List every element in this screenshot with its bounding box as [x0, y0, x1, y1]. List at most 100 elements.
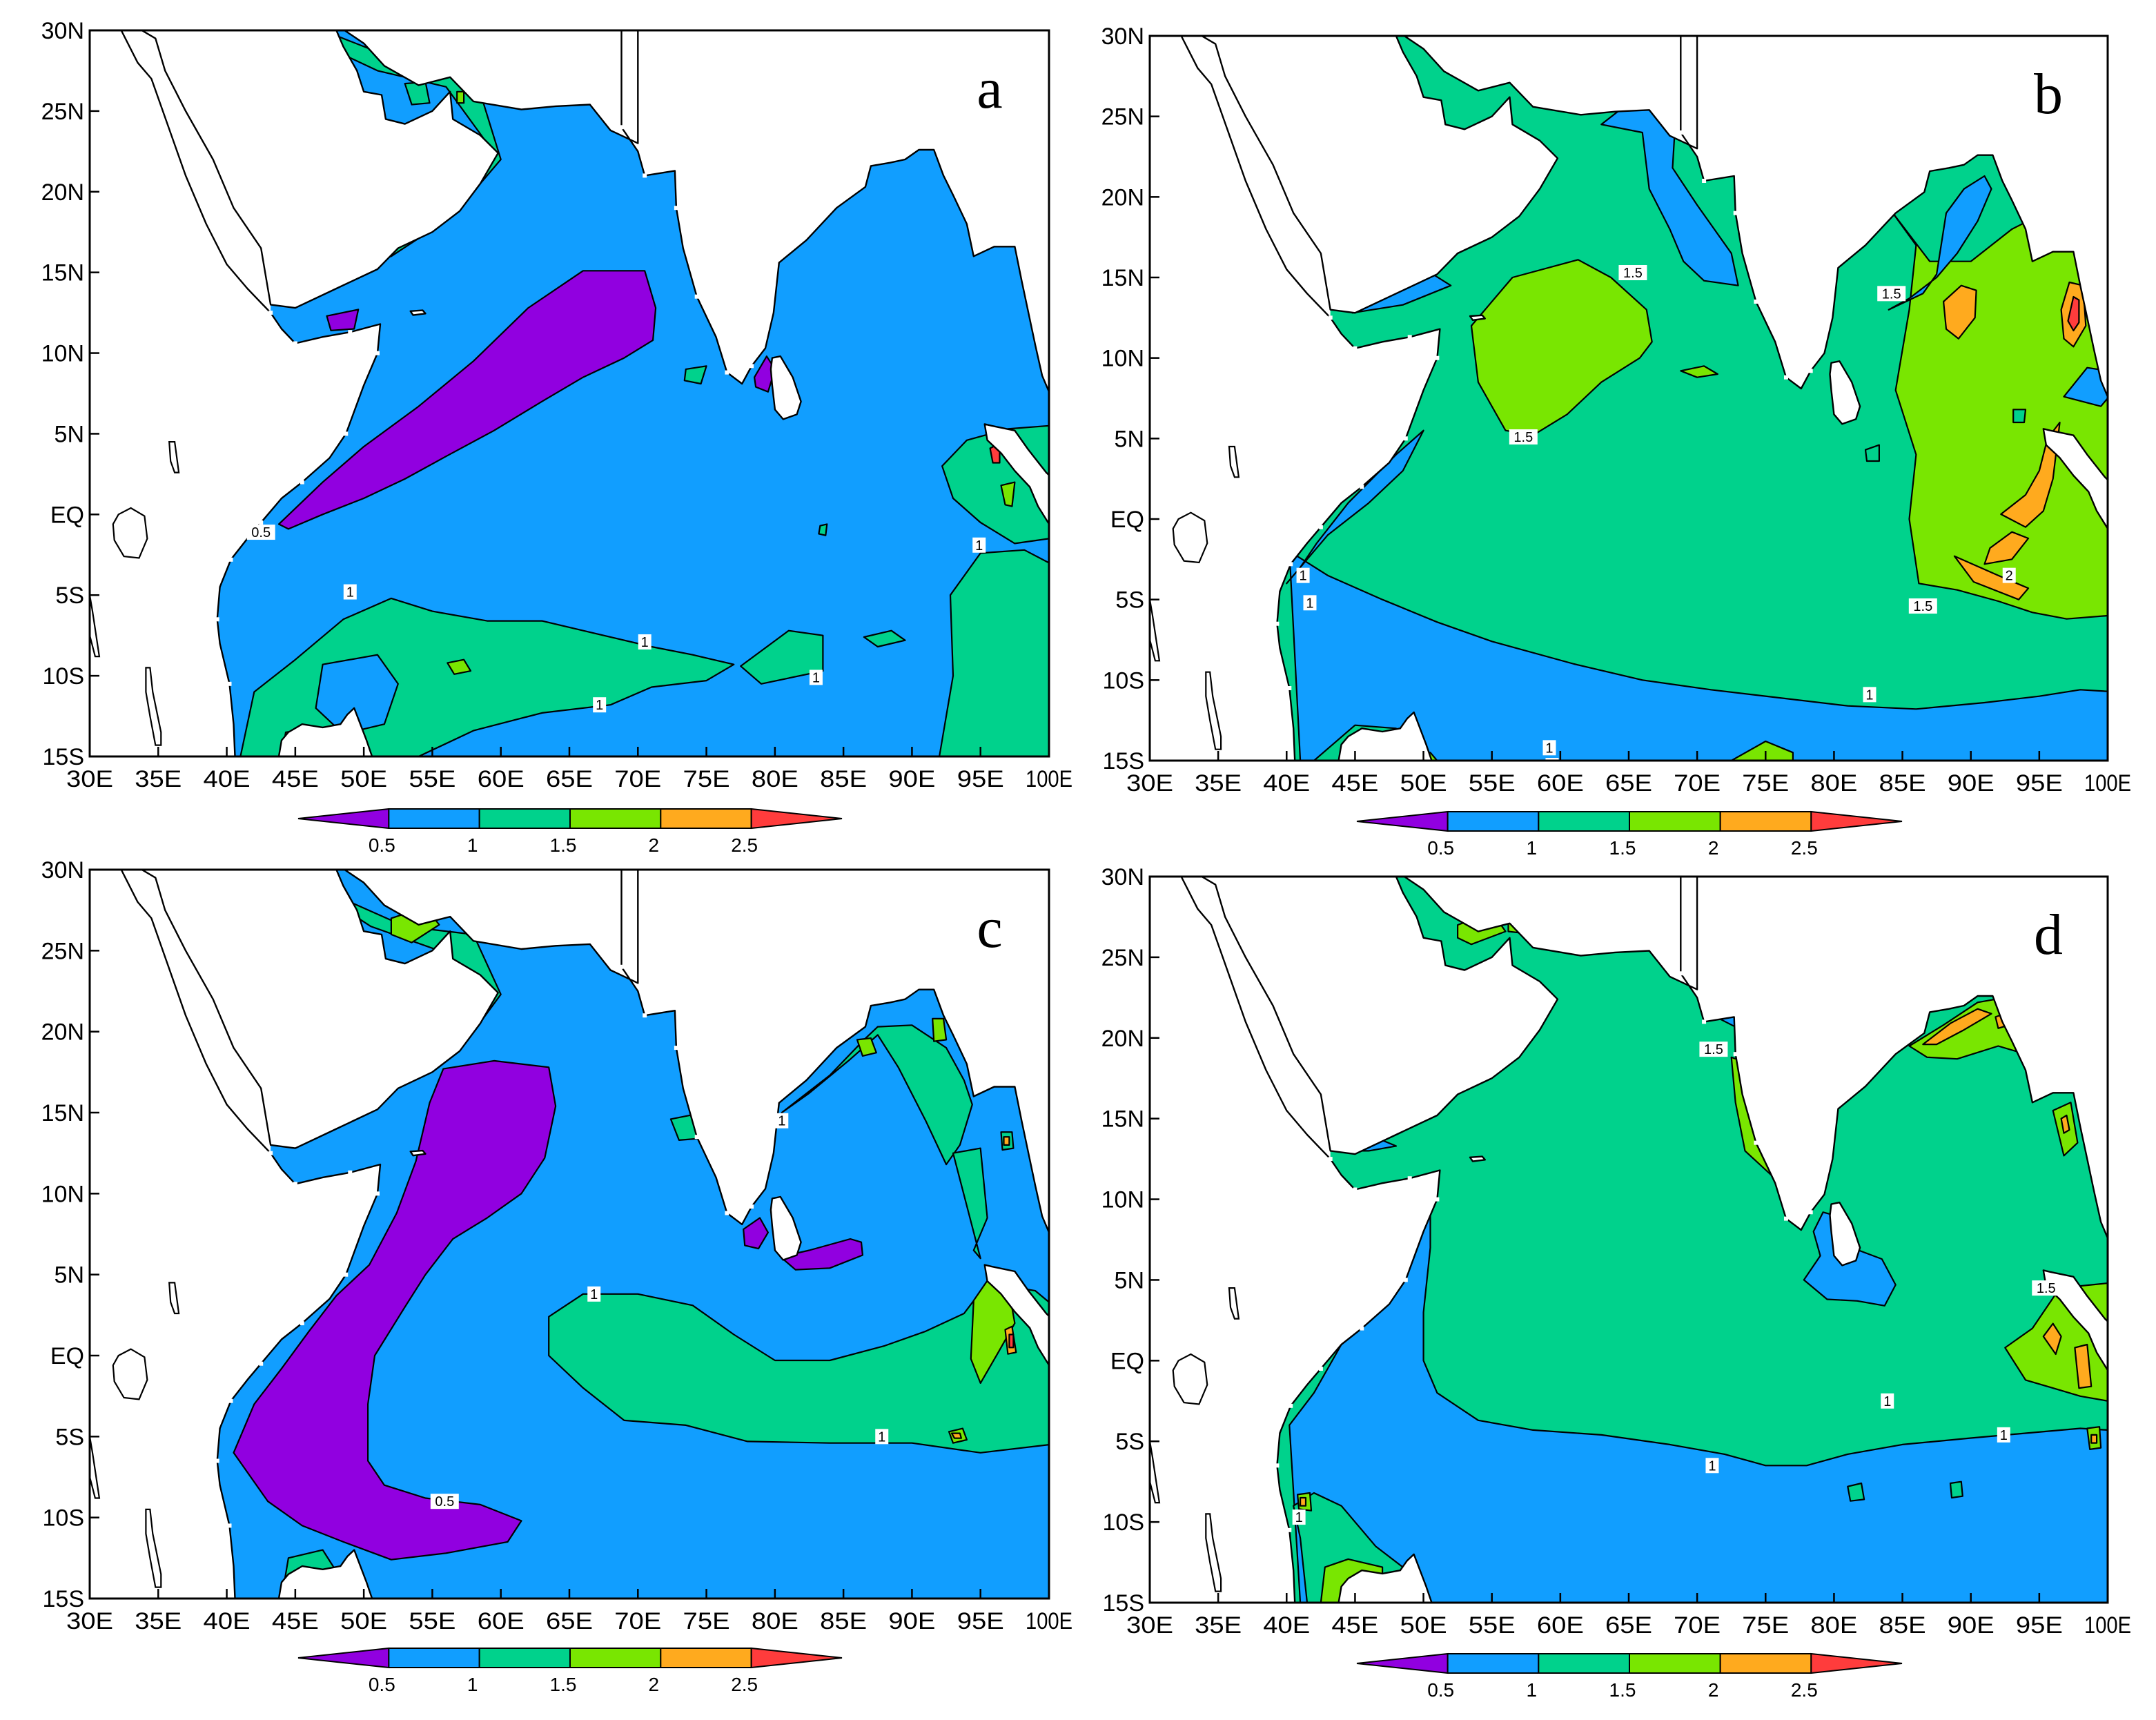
y-tick-label: 5S	[1115, 587, 1144, 614]
y-tick-label: 15S	[43, 1586, 85, 1612]
contour-label-bg	[1997, 1427, 2010, 1443]
field-region	[1922, 1008, 1992, 1046]
x-tick-label: 100E	[1026, 1608, 1072, 1634]
axes: 30E 35E 40E 45E 50E 55E 60E 65E 70E 75E 80E 85E 90E 9…	[1101, 23, 2131, 797]
lake	[112, 1348, 148, 1400]
contour-label-bg	[1699, 1042, 1728, 1057]
coast-line	[90, 870, 382, 1599]
colorbar-swatch	[297, 1647, 390, 1669]
y-tick-label: 5N	[55, 421, 84, 447]
colorbar-swatch	[478, 1648, 571, 1668]
colorbar: 0.5 1 1.5 2 2.5	[1356, 1652, 1903, 1701]
lake	[1205, 671, 1222, 750]
x-tick-label: 80E	[752, 1608, 798, 1634]
x-tick-label: 70E	[1674, 1612, 1721, 1639]
colorbar-label: 1	[1527, 837, 1538, 859]
contour-label: 1.5	[2037, 1281, 2056, 1296]
coast-line	[409, 1149, 427, 1157]
contour-label: 1.5	[1623, 266, 1643, 281]
field-region	[938, 549, 1049, 756]
x-tick-label: 100E	[2084, 770, 2131, 797]
colorbar-label: 1.5	[1609, 1679, 1636, 1701]
coast-line	[1337, 711, 1433, 761]
y-tick-label: 5N	[1115, 426, 1144, 452]
land-area	[1680, 877, 2108, 1238]
coast-line	[344, 30, 639, 144]
contour-label-bg	[638, 634, 651, 650]
x-tick-label: 40E	[204, 1608, 251, 1634]
colorbar-swatch	[1719, 811, 1812, 832]
field-region	[856, 1037, 877, 1057]
panel-letter: d	[2034, 903, 2063, 967]
field-region	[277, 270, 657, 530]
land-area	[1830, 1202, 1861, 1266]
coastline	[1150, 877, 2108, 1603]
coast-line	[141, 870, 499, 1149]
lake	[1172, 511, 1208, 564]
x-tick-label: 30E	[66, 766, 113, 792]
field-region	[548, 1282, 1049, 1454]
x-tick-label: 80E	[1810, 1612, 1857, 1639]
coast-line	[1048, 392, 1049, 398]
lake	[1172, 1353, 1208, 1405]
colorbar-swatch	[569, 808, 662, 829]
land-area	[141, 870, 498, 1149]
field-region	[2090, 1434, 2098, 1444]
coast-line	[1150, 877, 1441, 1603]
map-panel-d: 1.5 1 1 1 1 1.5 d 30E 35E 40E 45E 50E 55E 60E 65E 70E 75…	[1101, 864, 2131, 1701]
coast-line	[1337, 1553, 1433, 1603]
coast-line	[141, 30, 499, 309]
contour-label: 1.5	[1704, 1042, 1723, 1057]
lake	[90, 1431, 101, 1499]
x-tick-label: 95E	[2016, 1612, 2063, 1639]
coast-line	[620, 870, 1049, 1235]
x-tick-label: 95E	[957, 1608, 1004, 1634]
contour-label-bg	[972, 537, 986, 553]
field-region	[2074, 1343, 2093, 1389]
y-tick-label: 15S	[1103, 748, 1145, 774]
contour-label-bg	[1545, 758, 1559, 761]
field-region	[818, 523, 828, 536]
lake	[145, 667, 162, 746]
lake	[1228, 1287, 1240, 1320]
contour-label-bg	[1705, 1458, 1719, 1474]
axes: 30E 35E 40E 45E 50E 55E 60E 65E 70E 75E 80E 85E 90E 9…	[41, 18, 1072, 792]
lake	[1150, 594, 1161, 662]
coast-line	[2106, 397, 2108, 402]
land-area	[1181, 877, 1331, 1160]
colorbar-label: 2	[1708, 1679, 1719, 1701]
y-tick-label: 10S	[1103, 1509, 1145, 1536]
contour-labels: 0.5 1 1 1 1 1	[246, 525, 986, 713]
map-panel-a: 0.5 1 1 1 1 1 a 30E 35E 40E 45E 50E 55E 60E 65E 70E 75E 8…	[41, 18, 1072, 856]
colorbar-label: 2.5	[731, 1674, 758, 1695]
contour-label: 1	[641, 635, 649, 650]
field-region	[1288, 550, 2108, 761]
y-tick-label: 30N	[1101, 864, 1144, 890]
contour-label: 1	[1883, 1394, 1891, 1409]
land-area	[621, 30, 1049, 392]
y-tick-label: 10N	[1101, 346, 1144, 372]
colorbar-swatch	[1629, 811, 1721, 832]
x-tick-label: 40E	[204, 766, 251, 792]
land-area	[1404, 877, 1698, 990]
y-tick-label: 15N	[1101, 265, 1144, 291]
x-tick-label: 55E	[1469, 1612, 1516, 1639]
x-tick-label: 35E	[135, 1608, 182, 1634]
contour-label: 0.5	[435, 1494, 454, 1509]
x-tick-label: 35E	[1195, 770, 1242, 797]
land-area	[2108, 390, 2156, 498]
y-tick-label: EQ	[1110, 507, 1144, 533]
x-tick-label: 65E	[546, 766, 593, 792]
colorbar-swatch	[660, 808, 752, 829]
x-tick-label: 65E	[1605, 770, 1652, 797]
contour-label-bg	[1863, 687, 1876, 703]
coast-line	[90, 30, 382, 756]
coast-line	[620, 30, 1049, 394]
colorbar-swatch	[1538, 1653, 1630, 1674]
x-tick-label: 100E	[1026, 766, 1072, 792]
field-region	[952, 1147, 988, 1260]
colorbar-label: 0.5	[369, 834, 395, 856]
coastline	[90, 30, 1049, 756]
